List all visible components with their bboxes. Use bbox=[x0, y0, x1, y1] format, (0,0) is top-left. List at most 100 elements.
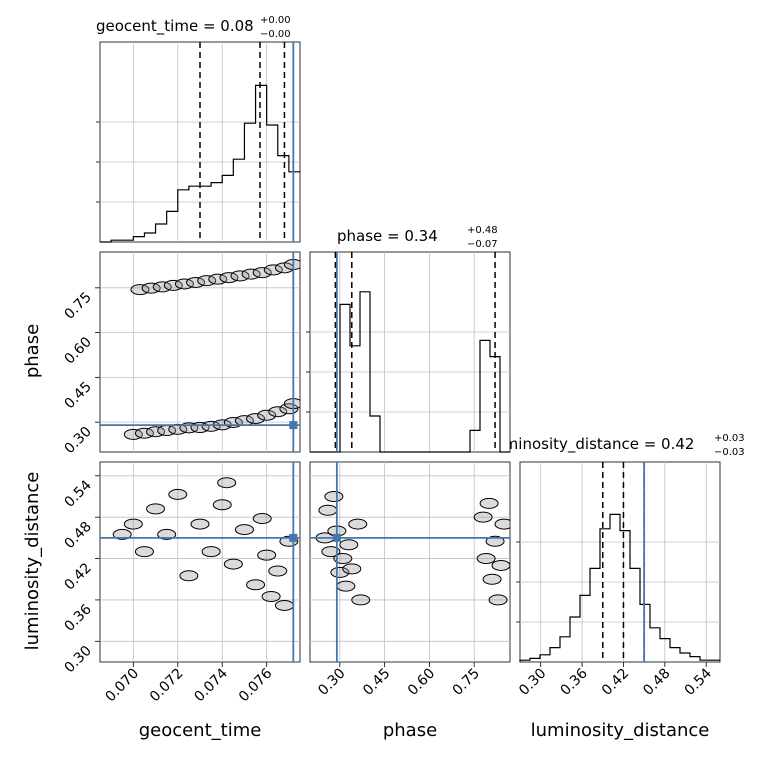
sample-point bbox=[179, 570, 199, 582]
xtick-label: 0.48 bbox=[640, 666, 673, 699]
sample-point bbox=[208, 273, 228, 285]
sample-point bbox=[336, 580, 356, 592]
xtick-label: 0.30 bbox=[315, 666, 348, 699]
ytick-label: 0.36 bbox=[61, 601, 94, 634]
panel-geocent_time-vs-phase bbox=[99, 251, 301, 453]
panel-frame bbox=[99, 461, 301, 663]
sample-point bbox=[257, 549, 277, 561]
sample-point bbox=[146, 503, 166, 515]
sample-point bbox=[201, 546, 221, 558]
sample-point bbox=[217, 477, 237, 489]
sample-point bbox=[197, 275, 217, 287]
panel-phase-vs-luminosity_distance bbox=[309, 461, 511, 663]
sample-point bbox=[268, 406, 288, 418]
ytick-label: 0.54 bbox=[61, 477, 94, 510]
sample-point bbox=[123, 518, 143, 530]
sample-point bbox=[485, 535, 505, 547]
sample-point bbox=[330, 566, 350, 578]
hist-panel-phase bbox=[306, 251, 511, 453]
sample-point bbox=[494, 518, 510, 530]
title-geocent-text: geocent_time = 0.08 bbox=[96, 17, 254, 36]
sample-point bbox=[201, 420, 221, 432]
panel-geocent_time-vs-luminosity_distance bbox=[99, 461, 301, 663]
sample-point bbox=[130, 284, 150, 296]
title-lum-minus: −0.03 bbox=[714, 447, 745, 458]
title-phase-plus: +0.48 bbox=[467, 225, 498, 236]
ytick-label: 0.60 bbox=[61, 334, 94, 367]
title-geocent-time: geocent_time = 0.08 +0.00 −0.00 bbox=[96, 15, 291, 40]
sample-point bbox=[134, 427, 154, 439]
sample-point bbox=[157, 528, 177, 540]
sample-point bbox=[163, 279, 183, 291]
sample-point bbox=[324, 490, 344, 502]
panels: 0.070 0.072 0.074 0.076 0.30 0.45 0.60 0.75 0.30… bbox=[61, 41, 721, 706]
sample-point bbox=[234, 524, 254, 536]
sample-point bbox=[168, 488, 188, 500]
sample-point bbox=[318, 504, 338, 516]
hist-panel-luminosity_distance bbox=[516, 461, 721, 663]
sample-point bbox=[252, 267, 272, 279]
title-phase-text: phase = 0.34 bbox=[337, 227, 438, 245]
sample-point bbox=[212, 499, 232, 511]
panel-content bbox=[123, 259, 300, 440]
hist-panel-geocent_time bbox=[96, 41, 301, 243]
title-geocent-plus: +0.00 bbox=[260, 15, 291, 26]
ytick-label: 0.45 bbox=[61, 379, 94, 412]
truth-marker bbox=[289, 533, 298, 542]
sample-point bbox=[174, 278, 194, 290]
hist-step-geocent_time bbox=[100, 84, 300, 243]
ytick-label: 0.30 bbox=[61, 643, 94, 676]
sample-point bbox=[134, 546, 154, 558]
ylabel-luminosity-distance: luminosity_distance bbox=[22, 472, 43, 651]
sample-point bbox=[263, 264, 283, 276]
title-geocent-minus: −0.00 bbox=[260, 29, 291, 40]
sample-point bbox=[333, 553, 353, 565]
sample-point bbox=[241, 268, 261, 280]
hist-step-phase bbox=[310, 291, 510, 453]
xtick-label: 0.60 bbox=[405, 666, 438, 699]
xtick-label: 0.54 bbox=[682, 665, 715, 698]
sample-point bbox=[321, 546, 341, 558]
title-luminosity-distance: luminosity_distance = 0.42 +0.03 −0.03 bbox=[490, 433, 745, 458]
ytick-label: 0.42 bbox=[61, 560, 94, 593]
hist-frame bbox=[519, 461, 721, 663]
sample-point bbox=[246, 413, 266, 425]
sample-point bbox=[230, 270, 250, 282]
sample-point bbox=[186, 276, 206, 288]
xtick-label: 0.072 bbox=[147, 666, 187, 706]
sample-point bbox=[190, 518, 210, 530]
sample-point bbox=[488, 594, 508, 606]
xtick-label: 0.30 bbox=[516, 666, 549, 699]
xtick-label: 0.75 bbox=[450, 666, 483, 699]
xtick-label: 0.45 bbox=[360, 666, 393, 699]
sample-point bbox=[257, 409, 277, 421]
sample-point bbox=[342, 563, 362, 575]
xtick-label: 0.36 bbox=[558, 665, 591, 698]
hist-frame bbox=[309, 251, 511, 453]
ytick-label: 0.48 bbox=[61, 519, 94, 552]
xlabel-geocent-time: geocent_time bbox=[139, 720, 262, 741]
sample-point bbox=[112, 528, 132, 540]
sample-point bbox=[473, 511, 493, 523]
sample-point bbox=[479, 497, 499, 509]
xlabel-luminosity-distance: luminosity_distance bbox=[531, 720, 710, 741]
sample-point bbox=[219, 272, 239, 284]
ytick-label: 0.75 bbox=[61, 289, 94, 322]
hist-step-luminosity_distance bbox=[519, 513, 720, 662]
sample-point bbox=[152, 281, 172, 293]
ylabel-phase: phase bbox=[22, 324, 43, 378]
xtick-label: 0.074 bbox=[191, 665, 231, 705]
xtick-label: 0.070 bbox=[102, 666, 142, 706]
xtick-label: 0.076 bbox=[236, 665, 276, 705]
sample-point bbox=[339, 539, 359, 551]
title-lum-text: luminosity_distance = 0.42 bbox=[490, 435, 694, 454]
sample-point bbox=[261, 590, 281, 602]
sample-point bbox=[351, 594, 371, 606]
xtick-label: 0.42 bbox=[599, 666, 632, 699]
sample-point bbox=[348, 518, 368, 530]
truth-marker bbox=[289, 421, 298, 430]
panel-frame bbox=[309, 461, 511, 663]
sample-point bbox=[268, 565, 288, 577]
sample-point bbox=[246, 579, 266, 591]
